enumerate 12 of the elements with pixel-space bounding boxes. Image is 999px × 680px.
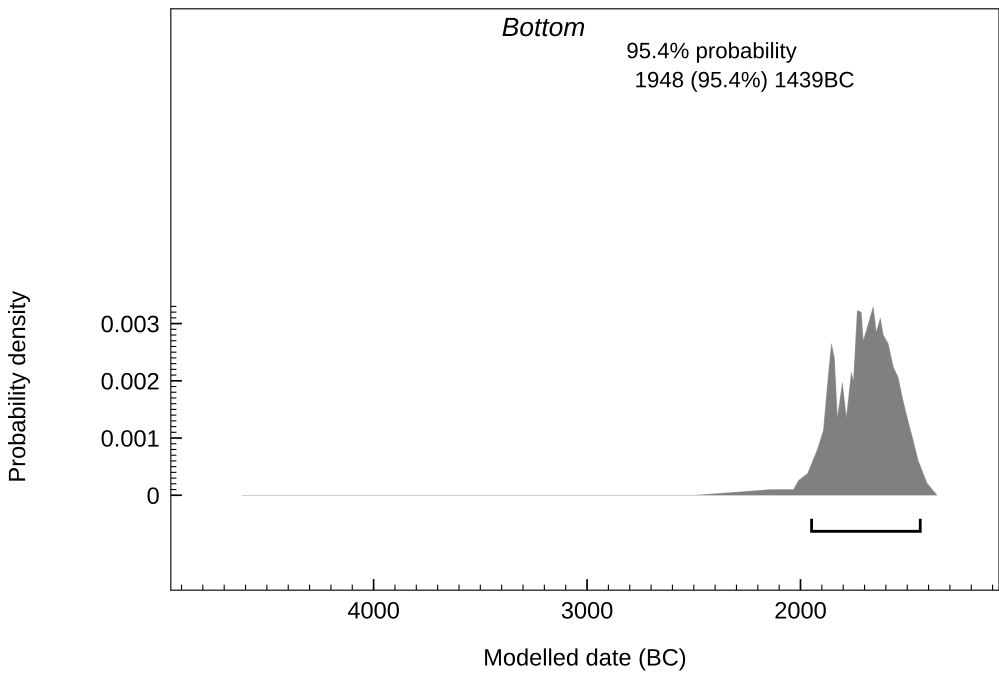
x-tick-label: 3000 <box>562 602 612 619</box>
y-tick-label: 0.001 <box>102 430 159 447</box>
chart-title: Bottom <box>502 18 584 36</box>
y-tick-label: 0 <box>148 487 159 504</box>
x-tick-label: 2000 <box>775 602 826 619</box>
annotation: 1948 (95.4%) 1439BC <box>636 71 854 92</box>
y-tick-label: 0.002 <box>102 372 159 390</box>
y-axis-title: Probability density <box>8 290 30 481</box>
x-tick-label: 4000 <box>348 602 399 619</box>
annotation: 95.4% probability <box>627 42 797 63</box>
y-tick-label: 0.003 <box>102 316 159 332</box>
x-axis-title: Modelled date (BC) <box>485 648 686 670</box>
